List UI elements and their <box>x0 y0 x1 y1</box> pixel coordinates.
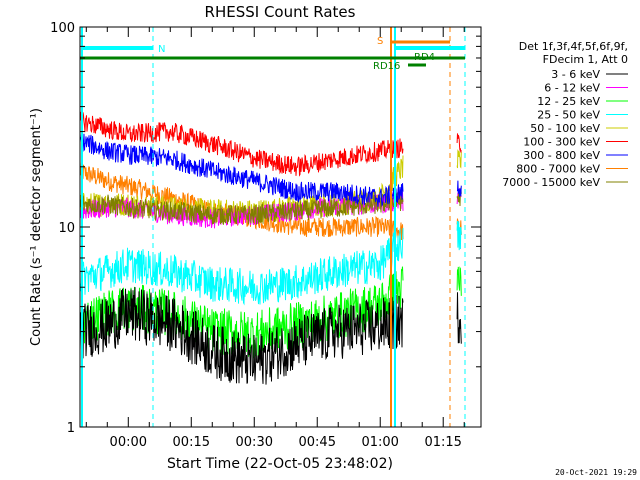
series-0-fragment <box>456 292 462 344</box>
series-3-fragment <box>456 220 462 251</box>
render-timestamp: 20-Oct-2021 19:29 <box>555 468 637 477</box>
legend-label: 7000 - 15000 keV <box>502 176 600 189</box>
flag-label-n: N <box>158 44 165 55</box>
legend-label: 6 - 12 keV <box>544 82 600 95</box>
legend-label: 300 - 800 keV <box>523 149 600 162</box>
x-tick-label: 00:15 <box>173 435 210 450</box>
chart-title: RHESSI Count Rates <box>205 3 356 21</box>
y-tick-label: 100 <box>50 21 75 36</box>
flag-label-rd16: RD16 <box>373 61 400 72</box>
x-tick-label: 00:00 <box>110 435 147 450</box>
legend-label: 3 - 6 keV <box>551 68 600 81</box>
flag-label-s: S <box>377 36 383 47</box>
x-axis-title: Start Time (22-Oct-05 23:48:02) <box>167 456 393 472</box>
y-axis-title: Count Rate (s⁻¹ detector segment⁻¹) <box>29 108 44 346</box>
data-layer <box>79 111 462 385</box>
overlay-layer: N S RD16 RD4 <box>80 27 466 427</box>
series-6-fragment <box>456 180 462 197</box>
x-tick-label: 01:15 <box>424 435 461 450</box>
y-tick-label: 10 <box>58 221 75 236</box>
legend-label: 800 - 7000 keV <box>516 163 600 176</box>
series-5-line <box>79 111 404 177</box>
x-tick-label: 00:30 <box>236 435 273 450</box>
legend-header-line: FDecim 1, Att 0 <box>543 53 628 66</box>
series-4-fragment <box>456 149 462 169</box>
series-0-line <box>79 287 404 385</box>
x-tick-label: 01:00 <box>361 435 398 450</box>
legend-label: 25 - 50 keV <box>537 109 600 122</box>
legend: Det 1f,3f,4f,5f,6f,9f,FDecim 1, Att 0 3 -… <box>502 40 628 189</box>
series-2-fragment <box>456 266 462 296</box>
y-tick-label: 1 <box>67 421 75 436</box>
legend-label: 100 - 300 keV <box>523 136 600 149</box>
series-6-line <box>79 133 404 207</box>
x-tick-label: 00:45 <box>299 435 336 450</box>
legend-header-line: Det 1f,3f,4f,5f,6f,9f, <box>519 40 628 53</box>
flag-label-rd4: RD4 <box>414 52 435 63</box>
legend-label: 50 - 100 keV <box>530 122 600 135</box>
series-5-fragment <box>456 133 462 153</box>
y-axis-ticks: 1 10 100 <box>50 21 481 436</box>
legend-label: 12 - 25 keV <box>537 95 600 108</box>
x-axis-ticks: 00:00 00:15 00:30 00:45 01:00 01:15 <box>85 27 465 450</box>
series-3-line <box>79 228 404 306</box>
